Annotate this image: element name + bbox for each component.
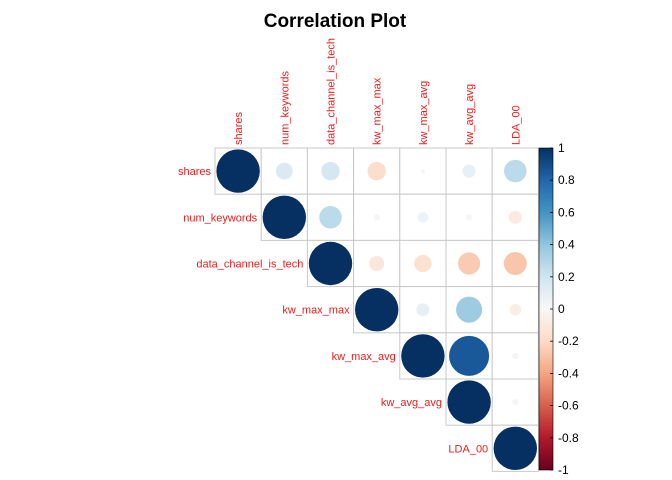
row-labels: shares num_keywords data_channel_is_techkw… bbox=[178, 166, 488, 455]
corr-circle-num-keywords-num-keywords bbox=[262, 195, 307, 240]
column-labels: shares num_keywords data_channel_is_tech kw… bbox=[233, 38, 522, 145]
corr-circle-data-channel-is-tech-data-channel-is-tech bbox=[308, 241, 353, 286]
colorbar-tick-label: 0.8 bbox=[558, 173, 575, 187]
colorbar-tick-label: -0.4 bbox=[558, 366, 579, 380]
corr-circle-lda-00-lda-00 bbox=[493, 426, 538, 471]
colorbar-tick-label: -0.2 bbox=[558, 334, 579, 348]
row-label-lda-00: LDA_00 bbox=[448, 443, 488, 455]
corr-circle-shares-lda-00 bbox=[504, 159, 527, 183]
colorbar-tick-label: -0.6 bbox=[558, 399, 579, 413]
corr-circle-kw-max-max-kw-avg-avg bbox=[456, 296, 483, 323]
row-label-shares: shares bbox=[178, 166, 212, 178]
corr-circle-num-keywords-kw-max-max bbox=[373, 214, 380, 221]
corr-circle-num-keywords-kw-avg-avg bbox=[466, 214, 473, 221]
correlation-grid bbox=[214, 147, 539, 472]
row-label-kw-avg-avg: kw_avg_avg bbox=[381, 397, 442, 409]
corr-circle-kw-max-max-lda-00 bbox=[509, 303, 522, 316]
colorbar-tick-label: 0 bbox=[558, 302, 565, 316]
corr-circle-shares-shares bbox=[216, 149, 260, 193]
colorbar-tick-label: 0.2 bbox=[558, 270, 575, 284]
colorbar-tick-label: -1 bbox=[558, 463, 569, 477]
corr-circle-kw-max-avg-lda-00 bbox=[512, 352, 519, 359]
col-label-num-keywords: num_keywords bbox=[279, 71, 291, 145]
corr-circle-shares-kw-max-max bbox=[367, 161, 386, 181]
corr-circle-num-keywords-data-channel-is-tech bbox=[319, 206, 342, 229]
corr-circle-data-channel-is-tech-kw-max-avg bbox=[414, 254, 432, 273]
col-label-shares: shares bbox=[233, 111, 245, 145]
corr-circle-kw-max-avg-kw-max-avg bbox=[401, 334, 445, 378]
colorbar-tick-label: -0.8 bbox=[558, 431, 579, 445]
col-label-kw-max-avg: kw_max_avg bbox=[418, 81, 430, 145]
corr-circle-num-keywords-lda-00 bbox=[508, 210, 522, 224]
corr-circle-shares-num-keywords bbox=[275, 162, 293, 180]
chart-title: Correlation Plot bbox=[264, 11, 407, 32]
color-legend: 1 0.8 0.6 0.4 0.2 0 -0.2 -0.4 -0.6 -0.8 -1 bbox=[538, 141, 579, 477]
corr-circle-shares-kw-max-avg bbox=[420, 168, 426, 174]
col-label-kw-avg-avg: kw_avg_avg bbox=[464, 84, 476, 145]
row-label-kw-max-max: kw_max_max bbox=[282, 305, 350, 317]
corr-circle-kw-avg-avg-lda-00 bbox=[512, 399, 519, 406]
corr-circle-data-channel-is-tech-kw-avg-avg bbox=[458, 252, 481, 275]
corr-circle-shares-kw-avg-avg bbox=[462, 164, 476, 178]
corr-circle-shares-data-channel-is-tech bbox=[321, 161, 340, 181]
corr-circle-kw-max-max-kw-max-avg bbox=[416, 303, 430, 317]
corr-circle-kw-avg-avg-kw-avg-avg bbox=[447, 380, 491, 424]
colorbar-tick-label: 1 bbox=[558, 141, 565, 155]
col-label-lda-00: LDA_00 bbox=[510, 105, 522, 145]
corr-circle-kw-max-max-kw-max-max bbox=[354, 287, 399, 332]
row-label-num-keywords: num_keywords bbox=[183, 212, 257, 224]
col-label-kw-max-max: kw_max_max bbox=[372, 77, 384, 145]
col-label-data-channel-is-tech: data_channel_is_tech bbox=[326, 38, 338, 145]
corr-circle-data-channel-is-tech-kw-max-max bbox=[369, 255, 385, 272]
corr-circle-data-channel-is-tech-lda-00 bbox=[503, 252, 527, 275]
colorbar-tick-label: 0.6 bbox=[558, 205, 575, 219]
colorbar-tick-label: 0.4 bbox=[558, 238, 575, 252]
corr-circle-num-keywords-kw-max-avg bbox=[417, 211, 429, 223]
cell-kw-max-max-lda-00 bbox=[491, 286, 539, 334]
row-label-kw-max-avg: kw_max_avg bbox=[332, 351, 396, 363]
corr-circle-kw-max-avg-kw-avg-avg bbox=[449, 335, 490, 376]
row-label-data-channel-is-tech: data_channel_is_tech bbox=[196, 259, 303, 271]
